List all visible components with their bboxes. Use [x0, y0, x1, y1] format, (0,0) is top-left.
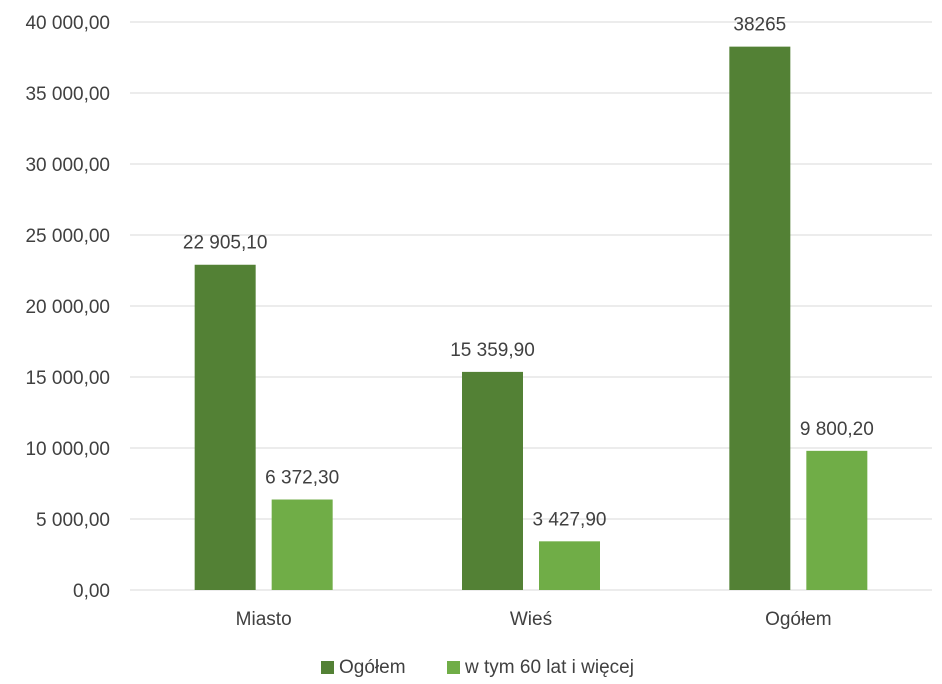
bar-w-tym-60-lat-2	[806, 450, 868, 590]
bar-ogolem-0	[194, 264, 256, 590]
data-label: 38265	[733, 15, 786, 36]
legend-swatch	[447, 661, 460, 674]
data-label: 22 905,10	[183, 233, 268, 254]
data-label: 6 372,30	[265, 468, 339, 489]
category-label: Wieś	[510, 609, 552, 630]
data-labels: 22 905,10 6 372,30 15 359,90 3 427,90 38265 9…	[183, 15, 874, 531]
bars	[194, 46, 868, 590]
y-tick-label: 30 000,00	[25, 155, 110, 176]
y-tick-label: 40 000,00	[25, 13, 110, 34]
data-label: 3 427,90	[533, 509, 607, 530]
y-tick-label: 5 000,00	[36, 510, 110, 531]
y-tick-label: 0,00	[73, 581, 110, 602]
category-label: Ogółem	[765, 609, 832, 630]
category-label: Miasto	[236, 609, 292, 630]
y-tick-label: 20 000,00	[25, 297, 110, 318]
gridlines	[130, 21, 932, 591]
bar-ogolem-1	[462, 371, 523, 590]
bar-w-tym-60-lat-1	[539, 541, 600, 590]
y-axis-tick-labels: 0,00 5 000,00 10 000,00 15 000,00 20 000,00 2…	[25, 13, 110, 602]
y-tick-label: 35 000,00	[25, 84, 110, 105]
y-tick-label: 10 000,00	[25, 439, 110, 460]
legend: Ogółem w tym 60 lat i więcej	[321, 657, 634, 678]
data-label: 9 800,20	[800, 419, 874, 440]
legend-entry-label: Ogółem	[339, 657, 406, 678]
legend-entry-label: w tym 60 lat i więcej	[464, 657, 634, 678]
data-label: 15 359,90	[450, 340, 535, 361]
legend-swatch	[321, 661, 334, 674]
bar-ogolem-2	[729, 46, 791, 590]
bar-w-tym-60-lat-0	[271, 499, 333, 590]
y-tick-label: 15 000,00	[25, 368, 110, 389]
x-axis-category-labels: Miasto Wieś Ogółem	[236, 609, 832, 630]
y-tick-label: 25 000,00	[25, 226, 110, 247]
